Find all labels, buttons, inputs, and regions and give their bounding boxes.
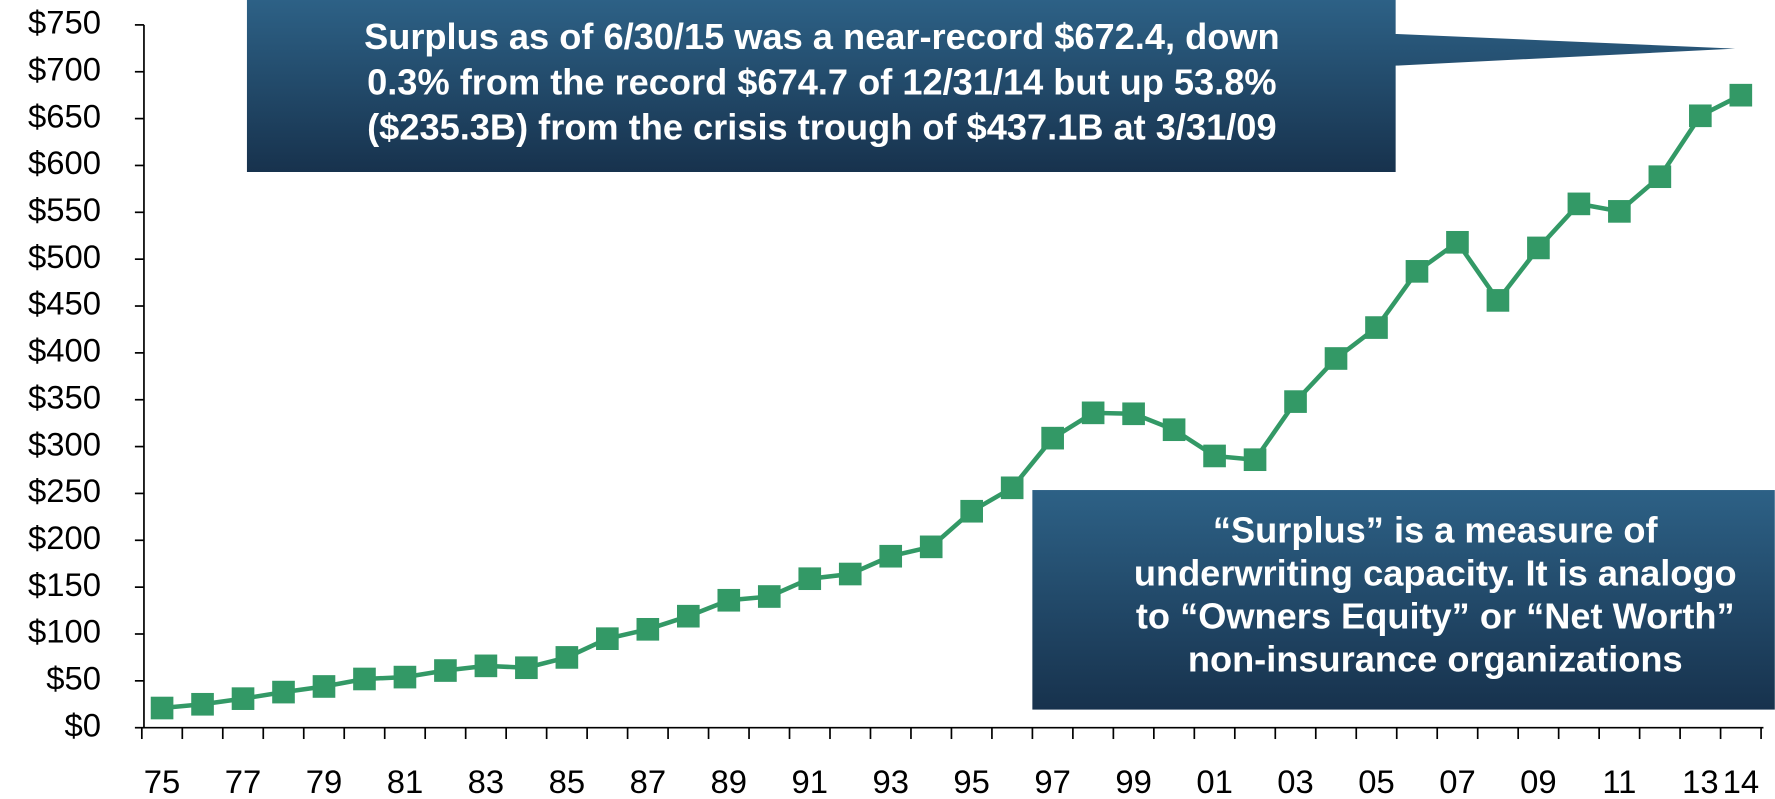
data-point bbox=[1203, 444, 1226, 468]
data-point bbox=[231, 687, 255, 710]
annotation-text: Surplus as of 6/30/15 was a near-record … bbox=[364, 16, 1280, 57]
data-point bbox=[1324, 347, 1348, 370]
data-point bbox=[555, 646, 579, 669]
data-point bbox=[1365, 316, 1388, 339]
data-point bbox=[312, 675, 336, 698]
data-point bbox=[1648, 165, 1672, 189]
data-point bbox=[434, 659, 457, 682]
x-tick-label: 87 bbox=[630, 763, 667, 799]
annotations bbox=[246, 0, 1775, 710]
data-point bbox=[191, 692, 214, 716]
data-point bbox=[1608, 200, 1631, 223]
callout-box bbox=[246, 0, 1736, 173]
data-point bbox=[1122, 402, 1145, 426]
x-tick-label: 09 bbox=[1520, 763, 1557, 799]
data-point bbox=[1000, 476, 1024, 500]
data-point bbox=[1041, 426, 1064, 450]
x-tick-label: 75 bbox=[144, 763, 181, 799]
x-tick-label: 13 bbox=[1682, 763, 1719, 799]
data-point bbox=[1689, 104, 1712, 128]
data-line bbox=[161, 93, 1742, 711]
x-tick-label: 03 bbox=[1277, 763, 1314, 799]
data-point bbox=[353, 667, 376, 691]
x-tick-label: 91 bbox=[792, 763, 829, 799]
x-tick-label: 79 bbox=[306, 763, 343, 799]
x-tick-label: 95 bbox=[953, 763, 990, 799]
data-point bbox=[393, 665, 417, 689]
x-tick-label: 14 bbox=[1723, 763, 1760, 799]
y-tick-label: $100 bbox=[28, 613, 101, 650]
y-tick-label: $600 bbox=[28, 144, 101, 181]
annotation-text: non-insurance organizations bbox=[1188, 639, 1683, 680]
x-tick-label: 89 bbox=[711, 763, 748, 799]
annotation-text: 0.3% from the record $674.7 of 12/31/14 … bbox=[367, 61, 1276, 102]
data-point bbox=[1486, 289, 1510, 312]
annotation-text: “Surplus” is a measure of bbox=[1213, 510, 1659, 551]
data-point bbox=[1081, 401, 1105, 425]
x-tick-label: 85 bbox=[549, 763, 586, 799]
data-point bbox=[1527, 236, 1550, 260]
data-point bbox=[150, 696, 174, 720]
y-tick-label: $0 bbox=[64, 706, 100, 743]
data-point bbox=[596, 627, 619, 650]
y-tick-label: $150 bbox=[28, 566, 101, 603]
x-tick-label: 99 bbox=[1115, 763, 1152, 799]
data-point bbox=[960, 499, 984, 523]
data-point bbox=[676, 604, 700, 628]
annotation-text: ($235.3B) from the crisis trough of $437… bbox=[367, 107, 1276, 148]
y-tick-label: $450 bbox=[28, 285, 101, 322]
x-tick-label: 11 bbox=[1602, 763, 1636, 799]
data-point bbox=[919, 535, 943, 559]
x-tick-label: 97 bbox=[1034, 763, 1071, 799]
data-point bbox=[1729, 83, 1753, 107]
y-tick-label: $650 bbox=[28, 97, 101, 134]
data-point bbox=[1162, 418, 1186, 442]
y-tick-label: $750 bbox=[28, 4, 101, 41]
data-point bbox=[757, 585, 781, 608]
y-tick-label: $300 bbox=[28, 425, 101, 462]
data-point bbox=[798, 567, 822, 591]
x-tick-label: 77 bbox=[225, 763, 262, 799]
x-tick-label: 01 bbox=[1196, 763, 1233, 799]
y-tick-label: $500 bbox=[28, 238, 101, 275]
x-tick-label: 81 bbox=[387, 763, 424, 799]
data-point bbox=[717, 588, 741, 612]
x-tick-label: 05 bbox=[1358, 763, 1395, 799]
y-tick-label: $700 bbox=[28, 50, 101, 87]
y-tick-label: $550 bbox=[28, 191, 101, 228]
y-tick-label: $50 bbox=[46, 660, 101, 697]
data-point bbox=[636, 617, 660, 641]
note-box bbox=[1032, 490, 1775, 710]
data-point bbox=[1446, 230, 1469, 254]
y-tick-label: $350 bbox=[28, 378, 101, 415]
x-tick-label: 93 bbox=[872, 763, 909, 799]
data-point bbox=[272, 680, 295, 704]
data-point bbox=[1567, 192, 1591, 216]
y-tick-label: $200 bbox=[28, 519, 101, 556]
data-point bbox=[515, 656, 538, 680]
annotation-text: underwriting capacity. It is analogo bbox=[1134, 553, 1737, 594]
data-point bbox=[1284, 390, 1307, 413]
x-tick-label: 83 bbox=[468, 763, 504, 799]
y-tick-label: $400 bbox=[28, 332, 101, 369]
data-point bbox=[879, 544, 903, 568]
data-point bbox=[1243, 448, 1267, 472]
data-point bbox=[838, 562, 862, 586]
x-tick-label: 07 bbox=[1439, 763, 1476, 799]
y-tick-label: $250 bbox=[28, 472, 101, 509]
data-point bbox=[1405, 260, 1429, 283]
annotation-text: to “Owners Equity” or “Net Worth” bbox=[1136, 596, 1735, 637]
data-point bbox=[474, 654, 498, 678]
